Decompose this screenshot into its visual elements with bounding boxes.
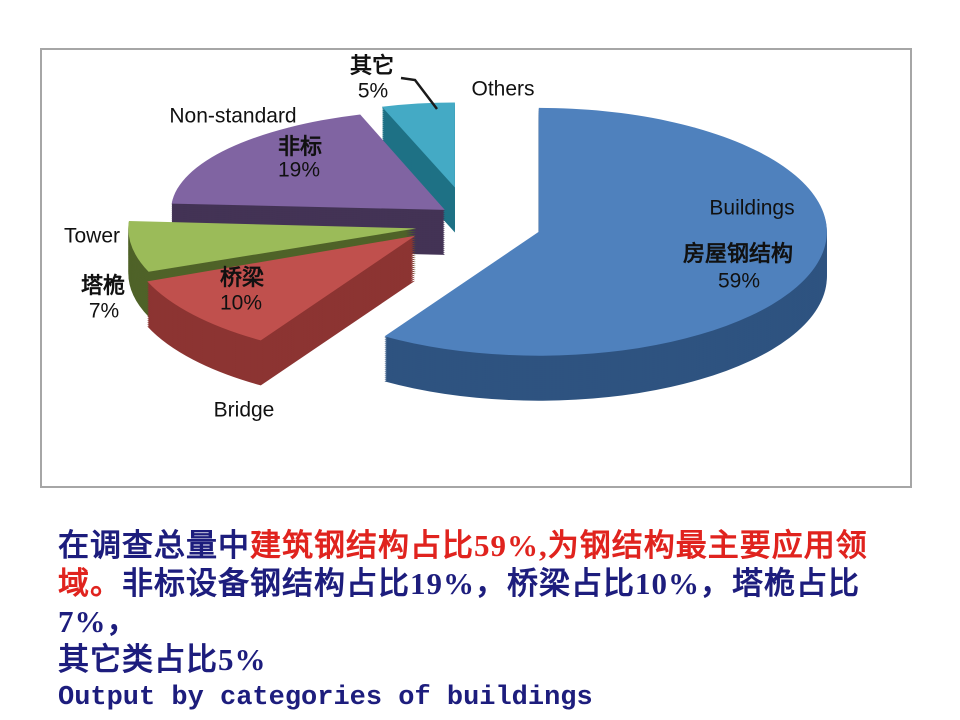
caption-line-1-highlight: 建筑钢结构占比59%,为钢结构最主要应用领 bbox=[250, 528, 868, 563]
label-buildings-en: Buildings bbox=[709, 196, 795, 220]
label-tower-en: Tower bbox=[63, 224, 121, 248]
caption-line-2: 域。非标设备钢结构占比19%，桥梁占比10%，塔桅占比7%， bbox=[58, 565, 918, 641]
caption-line-3: 其它类占比5% bbox=[58, 642, 267, 677]
label-non-standard-en: Non-standard bbox=[169, 104, 297, 128]
label-others-pct: 5% bbox=[357, 79, 389, 103]
caption-line-2-normal: 非标设备钢结构占比19%，桥梁占比10%，塔桅占比7%， bbox=[58, 566, 860, 639]
pie-chart-frame: 其它 5% Others Non-standard 非标 19% Tower 塔… bbox=[40, 48, 912, 488]
label-bridge-pct: 10% bbox=[219, 291, 263, 315]
caption-line-4: Output by categories of buildings bbox=[58, 683, 593, 713]
label-others-zh: 其它 bbox=[349, 53, 395, 78]
label-bridge-zh: 桥梁 bbox=[219, 265, 265, 290]
others-leader-line bbox=[400, 76, 438, 110]
label-non-standard-zh: 非标 bbox=[277, 134, 323, 159]
label-others-en: Others bbox=[471, 77, 535, 101]
label-buildings-pct: 59% bbox=[717, 269, 761, 293]
label-bridge-en: Bridge bbox=[213, 398, 275, 422]
caption-line-1: 在调查总量中建筑钢结构占比59%,为钢结构最主要应用领 bbox=[58, 527, 918, 565]
pie-3d bbox=[128, 76, 827, 401]
pie-slices bbox=[128, 102, 827, 401]
label-tower-zh: 塔桅 bbox=[80, 273, 126, 298]
caption-line-1-normal: 在调查总量中 bbox=[58, 528, 250, 563]
label-tower-pct: 7% bbox=[88, 299, 120, 323]
caption-block: 在调查总量中建筑钢结构占比59%,为钢结构最主要应用领 域。非标设备钢结构占比1… bbox=[58, 527, 918, 717]
caption-line-2-highlight: 域。 bbox=[58, 566, 122, 601]
label-non-standard-pct: 19% bbox=[277, 158, 321, 182]
label-buildings-zh: 房屋钢结构 bbox=[682, 241, 794, 266]
